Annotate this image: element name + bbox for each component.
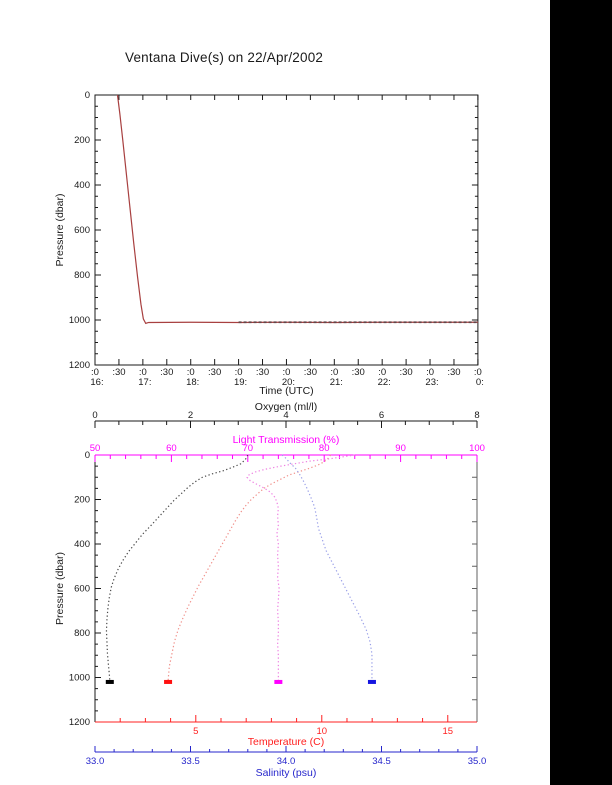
- time-tick-label: :0: [282, 367, 290, 378]
- hour-tick-label: 0:: [476, 377, 484, 388]
- hour-tick-label: 21:: [330, 377, 343, 388]
- time-tick-label: :30: [399, 367, 412, 378]
- pressure-tick-label: 1200: [69, 717, 90, 728]
- dive-depth-track: [116, 94, 478, 325]
- light-transmission-profile: [246, 454, 355, 681]
- hour-tick-label: 17:: [138, 377, 151, 388]
- oxygen-tick-label: 0: [92, 410, 97, 421]
- hour-tick-label: 23:: [425, 377, 438, 388]
- salinity-tick-label: 33.0: [86, 756, 105, 767]
- salinity-tick-label: 33.5: [181, 756, 200, 767]
- light-tick-label: 60: [166, 443, 177, 454]
- pressure-tick-label: 800: [74, 628, 90, 639]
- temperature-tick-label: 15: [442, 726, 453, 737]
- salinity-tick-label: 34.5: [372, 756, 391, 767]
- salinity-tick-label: 34.0: [277, 756, 296, 767]
- time-tick-label: :30: [256, 367, 269, 378]
- temperature-profile-bottom-marker: [164, 679, 173, 684]
- pressure-tick-label: 0: [85, 450, 90, 461]
- time-tick-label: :30: [447, 367, 460, 378]
- salinity-axis-title: Salinity (psu): [256, 767, 317, 779]
- pressure-tick-label: 600: [74, 584, 90, 595]
- pressure-tick-label: 200: [74, 135, 90, 146]
- pressure-tick-label: 1000: [69, 315, 90, 326]
- figure-title: Ventana Dive(s) on 22/Apr/2002: [125, 50, 324, 65]
- hour-tick-label: 19:: [234, 377, 247, 388]
- time-tick-label: :30: [112, 367, 125, 378]
- top-chart-dive-track: 020040060080010001200:016::30:017::30:01…: [54, 90, 484, 397]
- salinity-profile: [281, 454, 373, 681]
- light-tick-label: 80: [319, 443, 330, 454]
- time-tick-label: :0: [187, 367, 195, 378]
- salinity-profile-bottom-marker: [367, 679, 376, 684]
- light-tick-label: 100: [469, 443, 485, 454]
- time-tick-label: :30: [304, 367, 317, 378]
- pressure-tick-label: 400: [74, 180, 90, 191]
- oxygen-tick-label: 2: [188, 410, 193, 421]
- time-tick-label: :0: [378, 367, 386, 378]
- oxygen-tick-label: 8: [474, 410, 479, 421]
- oxygen-tick-label: 6: [379, 410, 384, 421]
- right-black-bar: [550, 0, 612, 785]
- time-tick-label: :0: [426, 367, 434, 378]
- time-tick-label: :30: [208, 367, 221, 378]
- time-tick-label: :0: [91, 367, 99, 378]
- temperature-profile: [167, 454, 332, 681]
- pressure-tick-label: 0: [85, 90, 90, 101]
- light-tick-label: 50: [90, 443, 101, 454]
- pressure-tick-label: 1200: [69, 360, 90, 371]
- time-tick-label: :0: [139, 367, 147, 378]
- hour-tick-label: 16:: [90, 377, 103, 388]
- light-tick-label: 70: [243, 443, 254, 454]
- time-tick-label: :0: [330, 367, 338, 378]
- light-axis-title: Light Transmission (%): [233, 434, 340, 446]
- temperature-tick-label: 10: [316, 726, 327, 737]
- light-transmission-profile-bottom-marker: [274, 679, 283, 684]
- bottom-chart-profiles: 0 200 400 600 800 1000 1200 Pressure (dbar) 0 2 4 6…: [54, 401, 486, 779]
- pressure-tick-label: 400: [74, 539, 90, 550]
- hour-tick-label: 20:: [282, 377, 295, 388]
- pressure-tick-label: 1000: [69, 673, 90, 684]
- time-tick-label: :0: [474, 367, 482, 378]
- oxygen-profile: [105, 454, 249, 681]
- time-tick-label: :30: [352, 367, 365, 378]
- pressure-tick-label: 600: [74, 225, 90, 236]
- top-plot-frame: [94, 94, 479, 366]
- salinity-tick-label: 35.0: [468, 756, 487, 767]
- y-axis-title-pressure: Pressure (dbar): [54, 552, 66, 625]
- oxygen-axis-title: Oxygen (ml/l): [255, 401, 317, 413]
- oxygen-tick-label: 4: [283, 410, 288, 421]
- pressure-tick-label: 200: [74, 495, 90, 506]
- hour-tick-label: 18:: [186, 377, 199, 388]
- temperature-axis-title: Temperature (C): [248, 736, 324, 748]
- light-tick-label: 90: [395, 443, 406, 454]
- time-tick-label: :30: [160, 367, 173, 378]
- temperature-tick-label: 5: [193, 726, 198, 737]
- hour-tick-label: 22:: [378, 377, 391, 388]
- y-axis-title-pressure: Pressure (dbar): [54, 194, 66, 267]
- time-tick-label: :0: [235, 367, 243, 378]
- pressure-tick-label: 800: [74, 270, 90, 281]
- oxygen-profile-bottom-marker: [105, 679, 114, 684]
- x-axis-title-time: Time (UTC): [259, 385, 313, 397]
